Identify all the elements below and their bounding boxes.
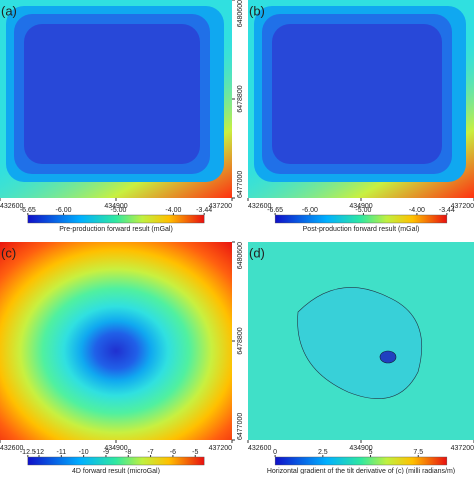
colorbar-tick-label: 2.5 [318, 449, 328, 456]
colorbar-tick-label: -3.44 [439, 207, 455, 214]
colorbar-tick-label: 7.5 [413, 449, 423, 456]
panel-label: (c) [1, 245, 16, 260]
colorbar-tick-label: -6.00 [302, 207, 318, 214]
colorbar-tick-label: -10 [79, 449, 89, 456]
colorbar-tick-label: -9 [103, 449, 109, 456]
colorbar-label: 4D forward result (microGal) [72, 468, 160, 474]
colorbar-tick-label: 0 [273, 449, 277, 456]
y-tick-label: 6480600 [237, 0, 244, 27]
x-tick-label: 437200 [451, 203, 474, 210]
y-tick-label: 6477000 [237, 413, 244, 440]
colorbar-tick-label: -8 [125, 449, 131, 456]
colorbar-tick-label: -7 [147, 449, 153, 456]
x-tick-label: 437200 [451, 445, 474, 452]
x-tick-label: 432600 [0, 445, 23, 452]
x-tick-label: 434900 [349, 445, 372, 452]
colorbar-tick-label: -6 [170, 449, 176, 456]
x-tick-label: 432600 [248, 445, 271, 452]
colorbar [274, 214, 448, 224]
colorbar-tick-label: -4.00 [409, 207, 425, 214]
colorbar [27, 456, 205, 466]
y-tick-label: 6478800 [237, 85, 244, 112]
panel-label: (b) [249, 3, 265, 18]
colorbar-tick-label: -5.00 [355, 207, 371, 214]
panel-label: (a) [1, 3, 17, 18]
x-tick-label: 434900 [104, 203, 127, 210]
panel: (c) 432600 434900 437200 6477000 6478800 64806… [0, 241, 244, 475]
colorbar-tick-label: -5.00 [110, 207, 126, 214]
colorbar-label: Post-production forward result (mGal) [303, 226, 420, 233]
colorbar [274, 456, 448, 466]
map-peak [379, 350, 397, 364]
x-tick-label: 432600 [248, 203, 271, 210]
colorbar-tick-label: -6.65 [267, 207, 283, 214]
colorbar-tick-label: -3.44 [196, 207, 212, 214]
panel: (d) 432600 434900 437200 0 2.5 5 7.5 Horizontal … [247, 242, 474, 475]
colorbar-tick-label: -5 [192, 449, 198, 456]
colorbar-tick-label: -12 [34, 449, 44, 456]
colorbar-tick-label: -12.5 [20, 449, 36, 456]
colorbar [27, 214, 205, 224]
colorbar-label: Horizontal gradient of the tilt derivati… [267, 468, 455, 474]
y-tick-label: 6478800 [237, 327, 244, 354]
map-bg [0, 242, 232, 440]
colorbar-tick-label: -6.65 [20, 207, 36, 214]
map-zone [272, 24, 442, 164]
y-tick-label: 6477000 [237, 171, 244, 198]
map-blob [297, 287, 422, 399]
colorbar-tick-label: -11 [57, 449, 67, 456]
x-tick-label: 434900 [104, 445, 127, 452]
x-tick-label: 437200 [209, 445, 232, 452]
x-tick-label: 437200 [209, 203, 232, 210]
panel-label: (d) [249, 245, 265, 260]
panel: (a) 432600 434900 437200 6477000 6478800 64806… [0, 0, 244, 233]
x-tick-label: 434900 [349, 203, 372, 210]
colorbar-tick-label: 5 [369, 449, 373, 456]
colorbar-tick-label: -4.00 [165, 207, 181, 214]
colorbar-tick-label: -6.00 [56, 207, 72, 214]
map-zone [24, 24, 200, 164]
y-tick-label: 6480600 [237, 242, 244, 269]
panel: (b) 432600 434900 437200 -6.65 -6.00 -5.00 -4.0… [247, 0, 474, 233]
colorbar-label: Pre-production forward result (mGal) [59, 226, 173, 233]
x-tick-label: 432600 [0, 203, 23, 210]
